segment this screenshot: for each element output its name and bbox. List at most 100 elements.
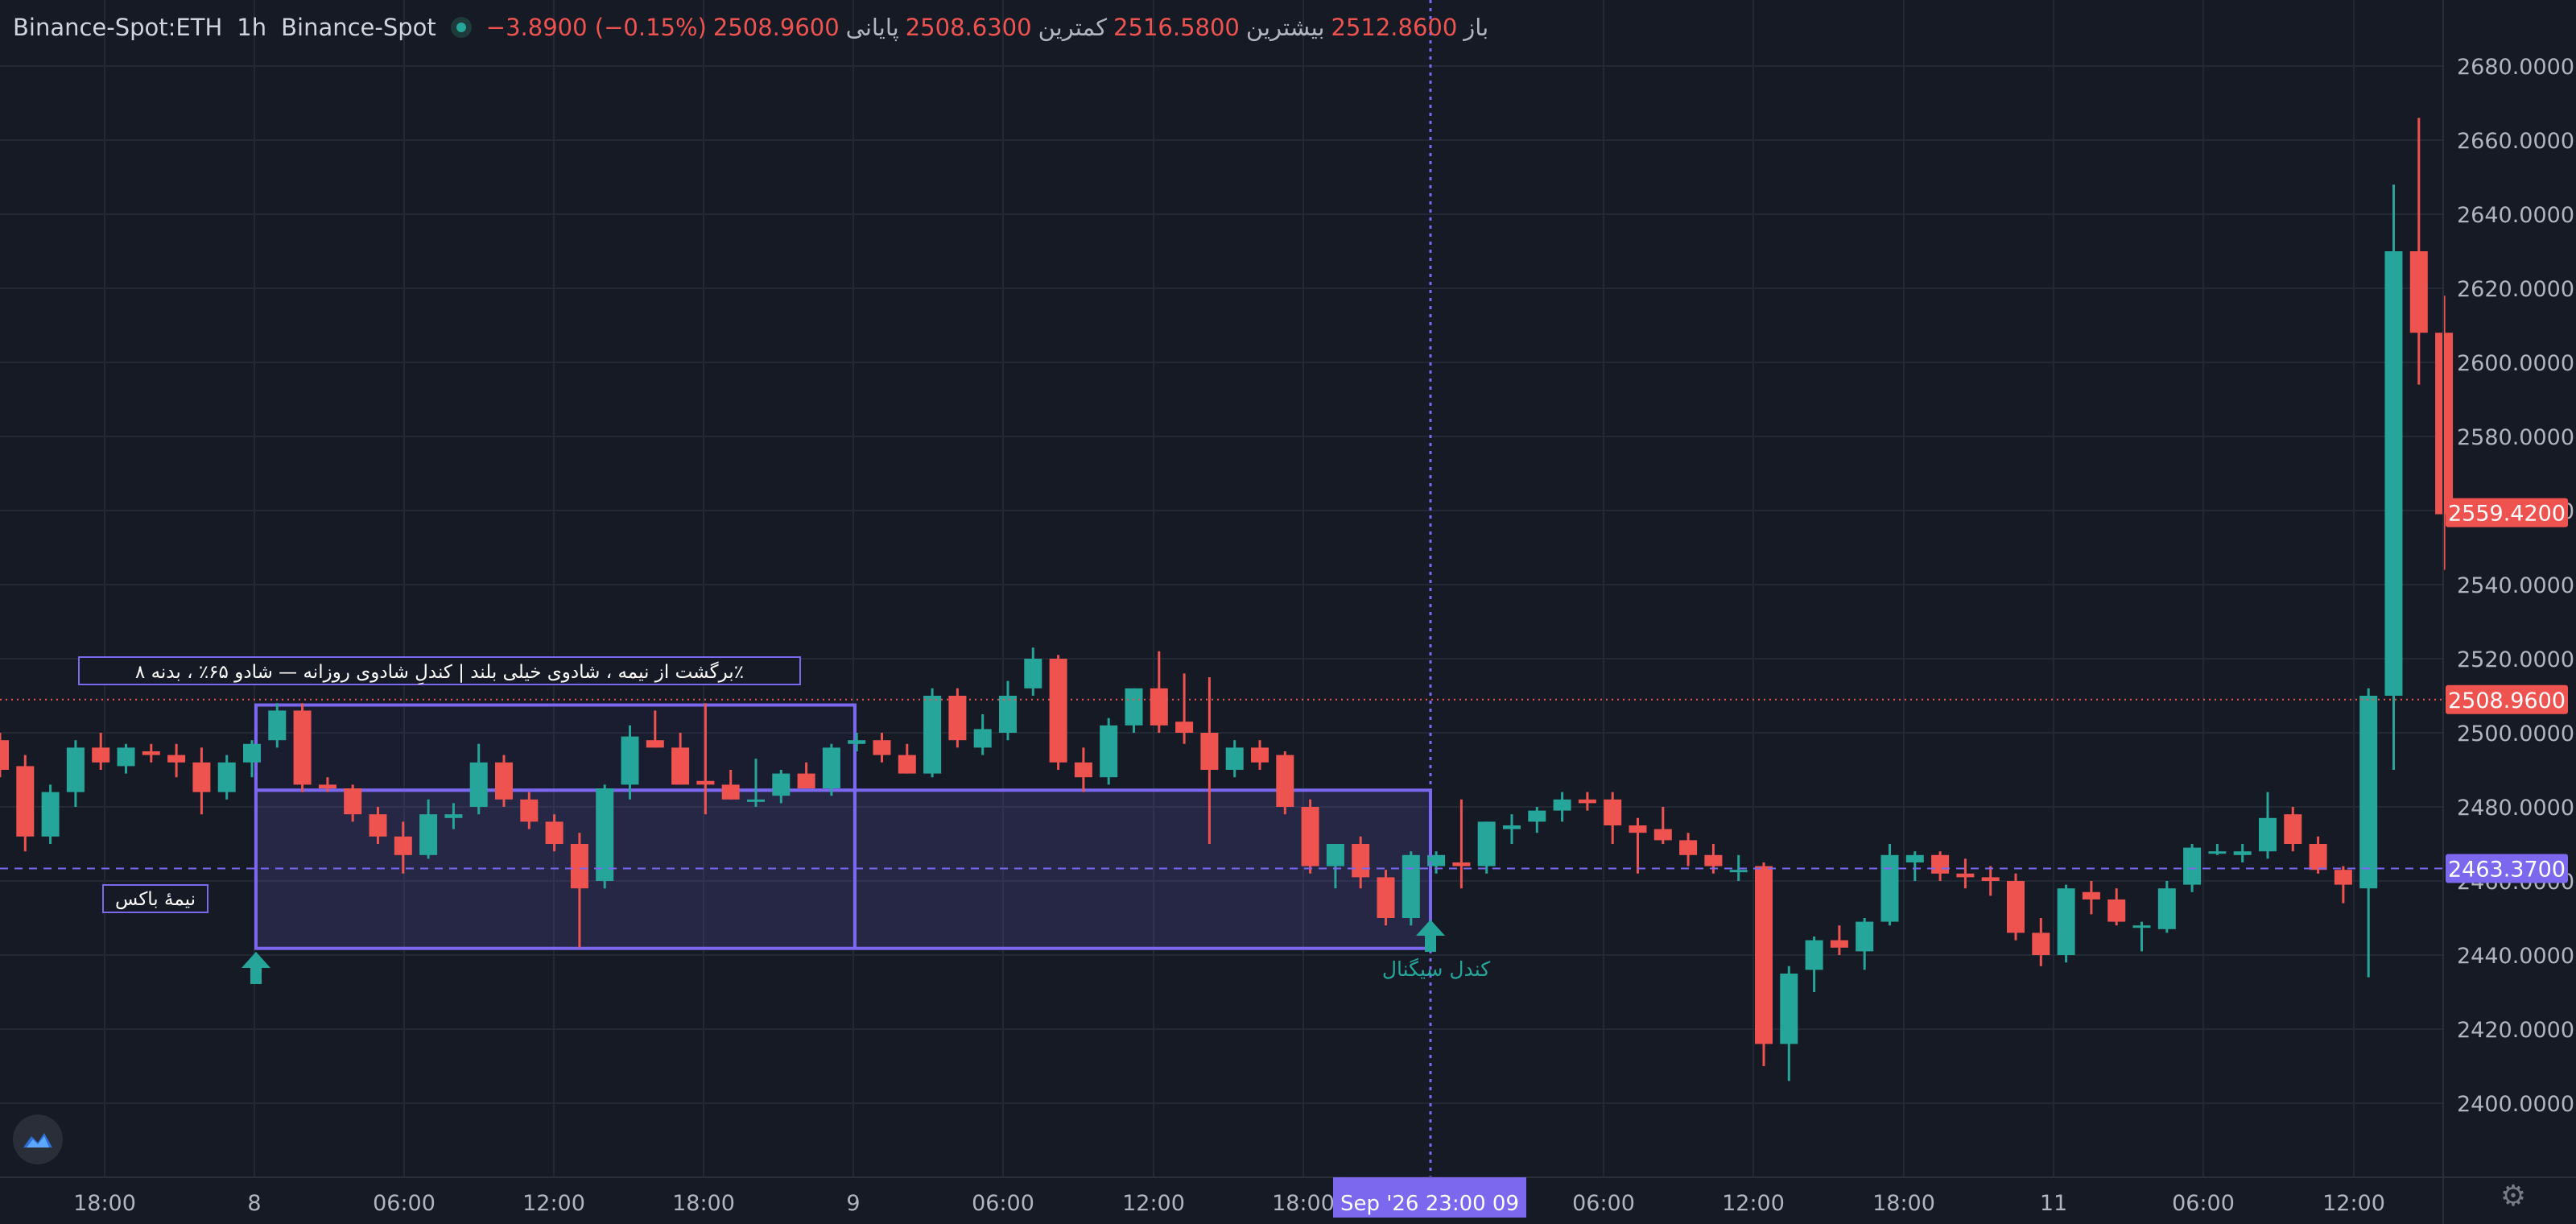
candle[interactable] <box>2409 118 2428 385</box>
candle[interactable] <box>394 821 412 874</box>
candle[interactable] <box>1074 747 1092 792</box>
candle[interactable] <box>1905 851 1924 881</box>
candle[interactable] <box>1604 792 1622 844</box>
candle[interactable] <box>696 703 715 815</box>
candle[interactable] <box>1528 807 1546 833</box>
candle[interactable] <box>2384 184 2403 770</box>
candle[interactable] <box>2259 792 2277 859</box>
candle[interactable] <box>2057 884 2075 963</box>
candle[interactable] <box>66 740 85 807</box>
candle[interactable] <box>1880 844 1899 926</box>
candle[interactable] <box>772 770 791 804</box>
candle[interactable] <box>2208 844 2227 855</box>
candle[interactable] <box>2032 918 2050 966</box>
candle[interactable] <box>16 755 35 852</box>
candle[interactable] <box>167 743 186 778</box>
candle[interactable] <box>999 680 1017 741</box>
candle[interactable] <box>318 777 336 792</box>
candle[interactable] <box>444 803 463 829</box>
candle[interactable] <box>2082 881 2100 915</box>
candle[interactable] <box>2284 807 2302 852</box>
candle[interactable] <box>1251 740 1269 770</box>
candle[interactable] <box>1175 673 1194 744</box>
candle[interactable] <box>1427 851 1446 874</box>
candle[interactable] <box>268 703 287 748</box>
candle[interactable] <box>621 725 639 800</box>
candle[interactable] <box>293 703 312 792</box>
candle[interactable] <box>92 733 110 770</box>
candle[interactable] <box>1830 925 1848 955</box>
candle[interactable] <box>1679 833 1698 866</box>
candle[interactable] <box>1729 854 1748 881</box>
candle[interactable] <box>469 743 488 815</box>
candle[interactable] <box>1653 807 1672 844</box>
candle[interactable] <box>1100 717 1118 785</box>
candle[interactable] <box>1805 937 1823 992</box>
candle[interactable] <box>0 733 9 778</box>
candle[interactable] <box>1981 866 2000 896</box>
candle[interactable] <box>898 743 916 774</box>
interval-label[interactable]: 1h <box>237 14 267 41</box>
candle[interactable] <box>545 814 564 852</box>
candle[interactable] <box>192 747 211 815</box>
candle[interactable] <box>1326 844 1344 889</box>
candle[interactable] <box>2309 836 2327 874</box>
candle[interactable] <box>1755 862 1773 1066</box>
candle[interactable] <box>243 740 261 778</box>
candle[interactable] <box>671 733 690 785</box>
candle[interactable] <box>2157 881 2176 933</box>
candle[interactable] <box>2233 844 2252 862</box>
candle[interactable] <box>797 762 815 788</box>
candle[interactable] <box>520 792 539 829</box>
candle[interactable] <box>1125 688 1143 733</box>
candle[interactable] <box>1024 647 1042 696</box>
candle[interactable] <box>1225 740 1244 778</box>
candle[interactable] <box>570 833 588 948</box>
candle[interactable] <box>646 710 664 748</box>
candle[interactable] <box>41 784 60 844</box>
candle[interactable] <box>2007 873 2025 941</box>
candle[interactable] <box>1276 751 1294 815</box>
candle[interactable] <box>1452 799 1471 889</box>
candle[interactable] <box>1377 870 1395 926</box>
candle[interactable] <box>747 759 765 807</box>
candle[interactable] <box>973 714 992 755</box>
candle[interactable] <box>1856 918 1874 970</box>
candle[interactable] <box>117 743 135 774</box>
symbol-label[interactable]: Binance-Spot:ETH <box>13 14 223 41</box>
candle[interactable] <box>1931 851 1950 881</box>
candle[interactable] <box>2435 296 2454 570</box>
candle[interactable] <box>923 688 942 778</box>
candle[interactable] <box>1049 655 1067 770</box>
candle[interactable] <box>1150 651 1168 733</box>
candle[interactable] <box>1503 814 1521 844</box>
tradingview-logo-icon[interactable] <box>13 1114 63 1164</box>
candle[interactable] <box>948 688 967 748</box>
candle[interactable] <box>217 755 236 800</box>
candle[interactable] <box>1578 792 1596 811</box>
candle[interactable] <box>596 784 614 889</box>
candle[interactable] <box>1301 799 1319 874</box>
candle[interactable] <box>1200 677 1219 844</box>
candle[interactable] <box>495 755 513 807</box>
candle[interactable] <box>1402 851 1420 926</box>
candle[interactable] <box>1956 858 1975 889</box>
candles[interactable] <box>0 118 2454 1081</box>
candle[interactable] <box>344 784 362 822</box>
candle[interactable] <box>822 743 840 796</box>
candle[interactable] <box>2359 688 2378 978</box>
candle[interactable] <box>142 743 160 763</box>
gear-icon[interactable]: ⚙ <box>2500 1180 2527 1213</box>
candle[interactable] <box>2132 921 2151 952</box>
candle[interactable] <box>1553 792 1571 822</box>
candle[interactable] <box>1780 966 1798 1081</box>
candle[interactable] <box>848 733 866 751</box>
candle[interactable] <box>369 807 387 844</box>
candle[interactable] <box>1477 821 1496 874</box>
candle[interactable] <box>873 733 891 763</box>
candle[interactable] <box>2107 888 2126 926</box>
candle[interactable] <box>2334 866 2352 904</box>
